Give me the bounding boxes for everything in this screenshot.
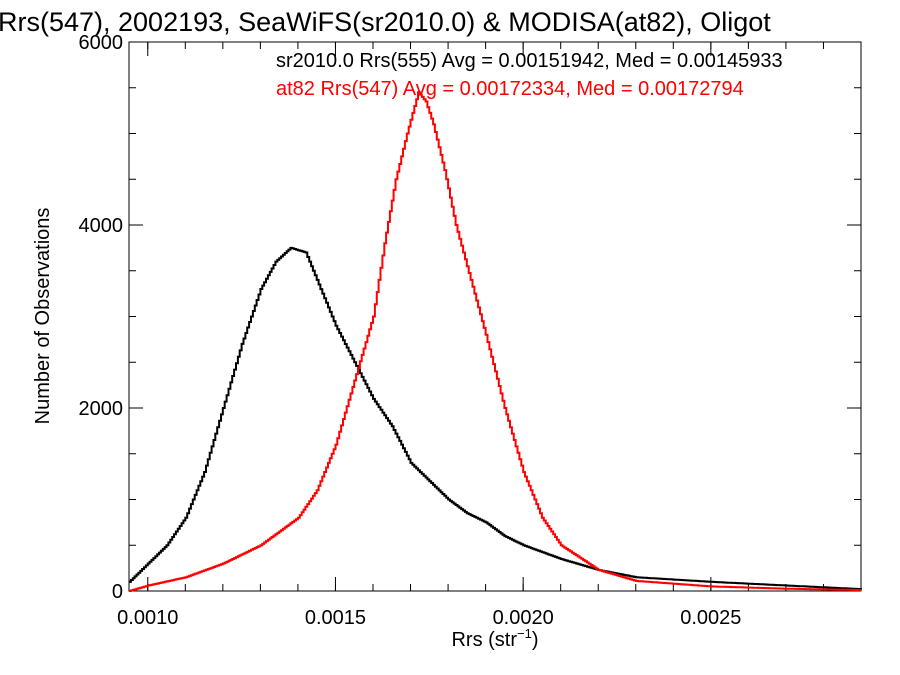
x-axis-label: Rrs (str−1) (451, 626, 538, 651)
x-axis-label-close: ) (532, 629, 539, 651)
y-tick-label: 6000 (79, 32, 124, 54)
legend-entry-sr2010: sr2010.0 Rrs(555) Avg = 0.00151942, Med … (276, 50, 783, 72)
x-tick-label: 0.0015 (305, 607, 366, 629)
x-tick-label: 0.0025 (680, 607, 741, 629)
y-axis-label: Number of Observations (32, 208, 54, 425)
x-tick-label: 0.0010 (117, 607, 178, 629)
plot-frame (128, 41, 862, 592)
y-tick-label: 0 (112, 581, 123, 603)
x-axis-ticks: 0.0010 0.0015 0.0020 0.0025 (117, 42, 862, 629)
y-axis-ticks: 0 2000 4000 6000 (79, 32, 861, 603)
series-line-sr2010 (129, 246, 862, 591)
series-layer (129, 91, 862, 592)
x-tick-label: 0.0020 (493, 607, 554, 629)
series-line-at82 (129, 91, 861, 592)
y-tick-label: 2000 (79, 398, 124, 420)
x-axis-label-superscript: −1 (517, 626, 532, 641)
x-axis-label-main: Rrs (str (451, 629, 517, 651)
y-tick-label: 4000 (79, 215, 124, 237)
legend-entry-at82: at82 Rrs(547) Avg = 0.00172334, Med = 0.… (276, 78, 744, 100)
chart-title: Rrs(547), 2002193, SeaWiFS(sr2010.0) & M… (0, 7, 771, 37)
